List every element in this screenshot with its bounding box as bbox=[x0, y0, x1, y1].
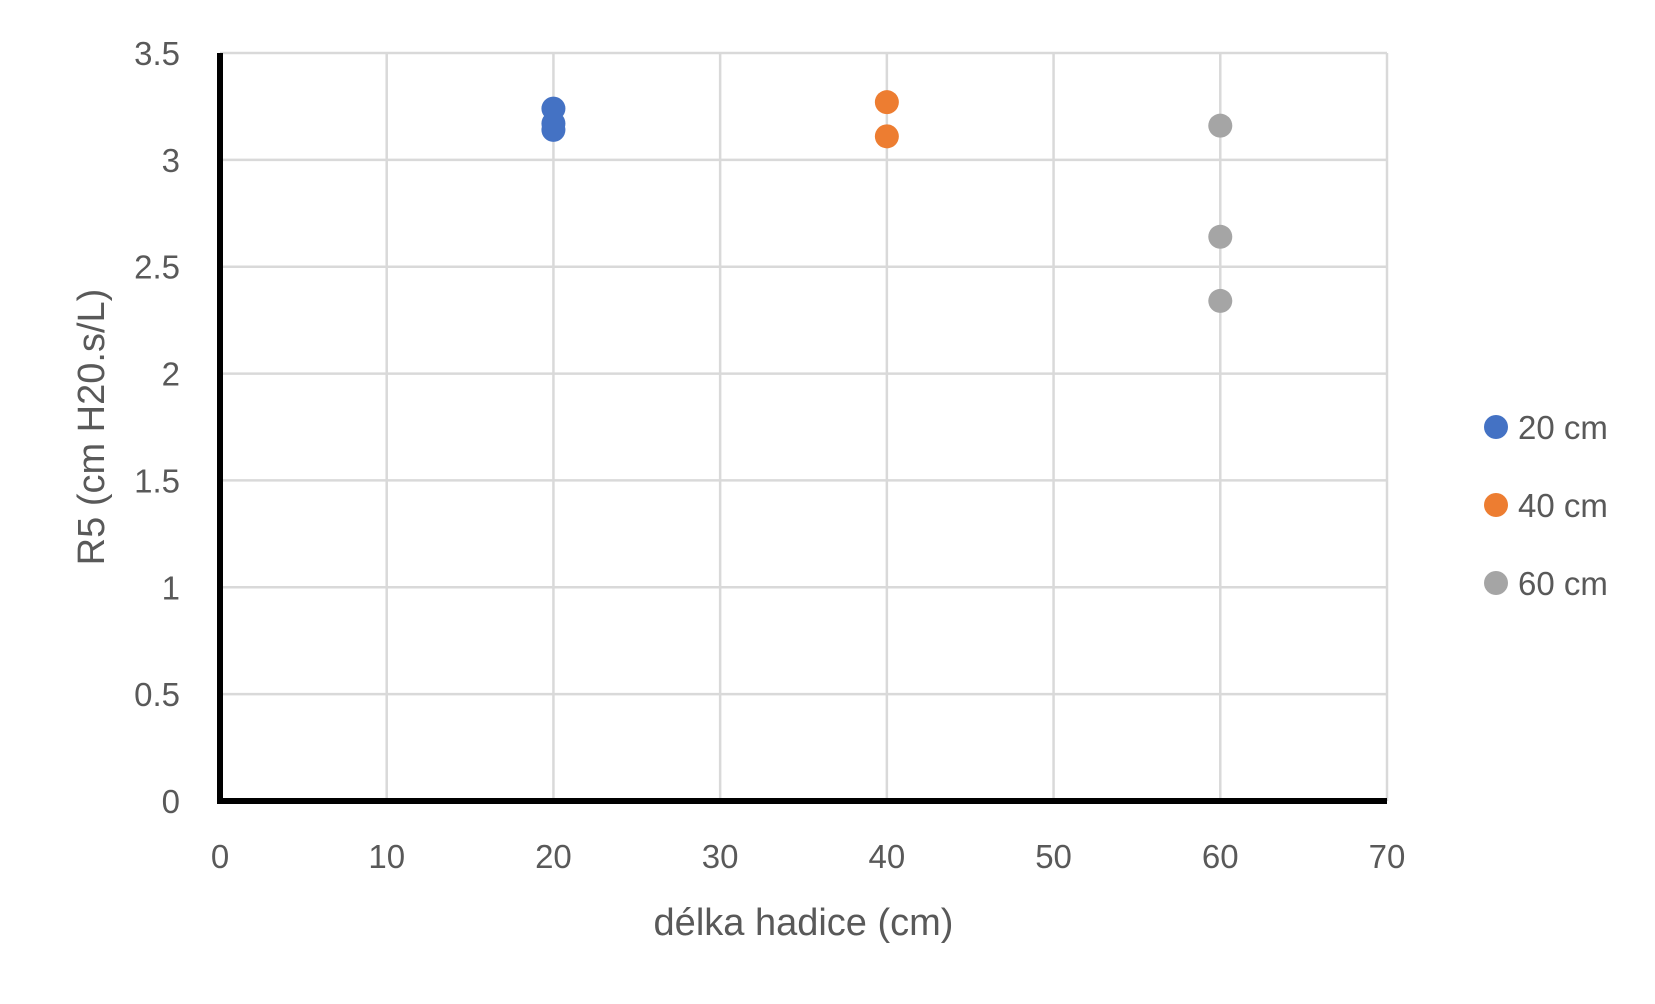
x-tick-label: 10 bbox=[368, 838, 405, 875]
gridlines bbox=[220, 51, 1389, 801]
legend-label: 40 cm bbox=[1518, 487, 1608, 524]
y-tick-label: 0.5 bbox=[134, 676, 180, 713]
y-tick-label: 1 bbox=[162, 569, 180, 606]
x-tick-label: 40 bbox=[868, 838, 905, 875]
y-tick-label: 0 bbox=[162, 783, 180, 820]
y-tick-labels: 0 0.5 1 1.5 2 2.5 3 3.5 bbox=[134, 35, 180, 820]
y-tick-label: 2 bbox=[162, 356, 180, 393]
legend-marker bbox=[1484, 415, 1508, 439]
x-tick-label: 60 bbox=[1202, 838, 1239, 875]
data-point bbox=[1208, 224, 1233, 249]
x-axis-title: délka hadice (cm) bbox=[654, 902, 954, 944]
y-tick-label: 1.5 bbox=[134, 462, 180, 499]
x-tick-label: 70 bbox=[1369, 838, 1406, 875]
y-tick-label: 2.5 bbox=[134, 249, 180, 286]
data-point bbox=[541, 117, 566, 142]
x-tick-label: 20 bbox=[535, 838, 572, 875]
data-points bbox=[541, 90, 1233, 313]
data-point bbox=[1208, 113, 1233, 138]
legend-label: 20 cm bbox=[1518, 409, 1608, 446]
data-point bbox=[1208, 288, 1233, 313]
y-tick-label: 3 bbox=[162, 142, 180, 179]
x-tick-label: 0 bbox=[211, 838, 229, 875]
legend-marker bbox=[1484, 493, 1508, 517]
y-tick-label: 3.5 bbox=[134, 35, 180, 72]
data-point bbox=[874, 124, 899, 149]
x-tick-labels: 0 10 20 30 40 50 60 70 bbox=[211, 838, 1406, 875]
data-point bbox=[874, 90, 899, 115]
legend: 20 cm 40 cm 60 cm bbox=[1484, 409, 1608, 602]
x-tick-label: 50 bbox=[1035, 838, 1072, 875]
legend-marker bbox=[1484, 571, 1508, 595]
x-tick-label: 30 bbox=[702, 838, 739, 875]
axes bbox=[217, 53, 1387, 804]
legend-label: 60 cm bbox=[1518, 565, 1608, 602]
y-axis-title: R5 (cm H20.s/L) bbox=[71, 289, 113, 566]
